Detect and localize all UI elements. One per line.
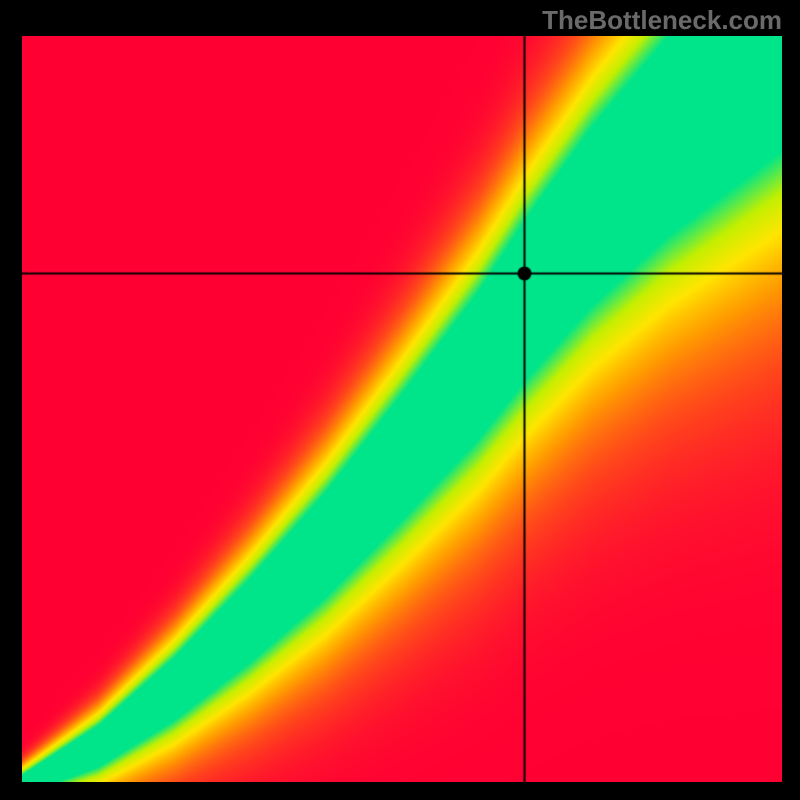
chart-container: TheBottleneck.com <box>0 0 800 800</box>
watermark-text: TheBottleneck.com <box>542 5 782 36</box>
bottleneck-heatmap <box>22 36 782 782</box>
